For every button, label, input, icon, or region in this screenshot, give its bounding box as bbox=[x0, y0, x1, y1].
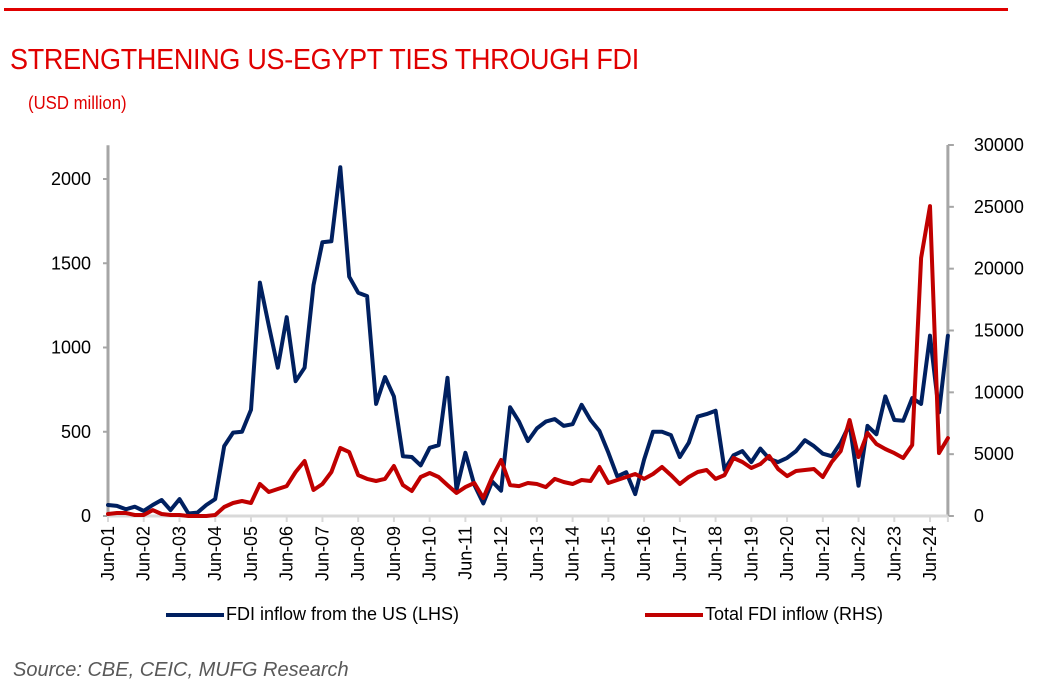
x-tick-label: Jun-22 bbox=[849, 526, 869, 581]
right-tick-label: 25000 bbox=[974, 197, 1024, 217]
x-tick-label: Jun-02 bbox=[134, 526, 154, 581]
right-tick-label: 5000 bbox=[974, 444, 1014, 464]
right-tick-label: 10000 bbox=[974, 382, 1024, 402]
legend-label-total: Total FDI inflow (RHS) bbox=[705, 604, 884, 624]
x-tick-label: Jun-23 bbox=[884, 526, 904, 581]
x-tick-label: Jun-14 bbox=[563, 526, 583, 581]
right-tick-label: 30000 bbox=[974, 135, 1024, 155]
x-tick-label: Jun-03 bbox=[169, 526, 189, 581]
x-tick-label: Jun-01 bbox=[98, 526, 118, 581]
x-tick-label: Jun-15 bbox=[598, 526, 618, 581]
left-tick-label: 2000 bbox=[51, 169, 91, 189]
x-tick-label: Jun-06 bbox=[277, 526, 297, 581]
legend-label-us: FDI inflow from the US (LHS) bbox=[226, 604, 460, 624]
left-tick-label: 1000 bbox=[51, 338, 91, 358]
left-tick-label: 0 bbox=[81, 506, 91, 526]
series-line-us-fdi bbox=[106, 165, 950, 516]
left-tick-label: 500 bbox=[61, 422, 91, 442]
source-note: Source: CBE, CEIC, MUFG Research bbox=[13, 659, 349, 681]
x-tick-label: Jun-21 bbox=[813, 526, 833, 581]
right-tick-label: 20000 bbox=[974, 259, 1024, 279]
legend-swatch-us bbox=[166, 612, 224, 617]
legend-swatch-total bbox=[645, 612, 703, 617]
x-tick-label: Jun-11 bbox=[455, 526, 475, 580]
axes: 0500100015002000050001000015000200002500… bbox=[51, 135, 1024, 581]
right-tick-label: 15000 bbox=[974, 321, 1024, 341]
x-tick-label: Jun-17 bbox=[670, 526, 690, 581]
x-tick-label: Jun-09 bbox=[384, 526, 404, 581]
x-tick-label: Jun-16 bbox=[634, 526, 654, 581]
x-tick-label: Jun-18 bbox=[706, 526, 726, 581]
x-tick-label: Jun-05 bbox=[241, 526, 261, 581]
x-tick-label: Jun-13 bbox=[527, 526, 547, 581]
series-line-total-fdi bbox=[106, 204, 950, 518]
chart-subtitle: (USD million) bbox=[28, 93, 127, 113]
x-tick-label: Jun-08 bbox=[348, 526, 368, 581]
x-tick-label: Jun-12 bbox=[491, 526, 511, 581]
left-tick-label: 1500 bbox=[51, 253, 91, 273]
x-tick-label: Jun-04 bbox=[205, 526, 225, 581]
legend-item-total: Total FDI inflow (RHS) bbox=[645, 604, 883, 625]
x-tick-label: Jun-24 bbox=[920, 526, 940, 581]
series-layer bbox=[106, 165, 950, 518]
x-tick-label: Jun-20 bbox=[777, 526, 797, 581]
top-rule bbox=[4, 8, 1008, 11]
chart-title: STRENGTHENING US-EGYPT TIES THROUGH FDI bbox=[10, 44, 639, 76]
x-tick-label: Jun-19 bbox=[741, 526, 761, 581]
right-tick-label: 0 bbox=[974, 506, 984, 526]
x-tick-label: Jun-10 bbox=[420, 526, 440, 581]
legend-item-us: FDI inflow from the US (LHS) bbox=[166, 604, 459, 625]
x-tick-label: Jun-07 bbox=[312, 526, 332, 581]
